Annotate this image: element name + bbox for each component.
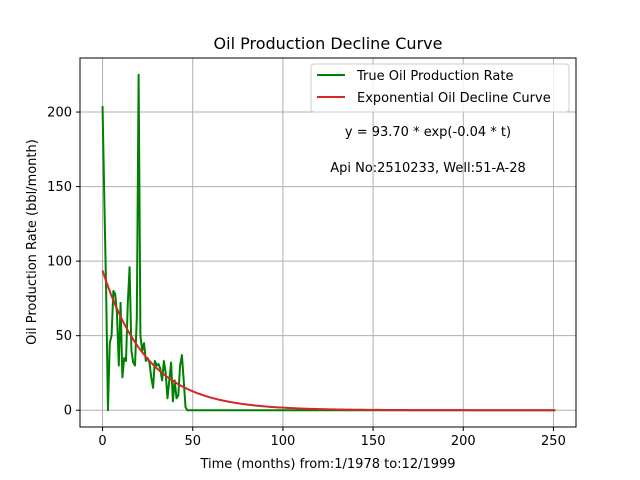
y-tick-label: 100 <box>47 255 72 270</box>
x-tick-label: 250 <box>541 434 566 449</box>
legend-label-exponential-fit: Exponential Oil Decline Curve <box>357 91 551 106</box>
legend: True Oil Production Rate Exponential Oil… <box>310 63 570 113</box>
y-tick-label: 50 <box>55 329 72 344</box>
true-production-line <box>101 73 556 412</box>
series-clip-group <box>101 73 556 412</box>
y-tick-label: 200 <box>47 106 72 121</box>
legend-box <box>310 63 570 113</box>
x-tick-label: 0 <box>98 434 106 449</box>
x-tick-label: 100 <box>270 434 295 449</box>
y-tick-label: 150 <box>47 180 72 195</box>
fit-equation-annotation: y = 93.70 * exp(-0.04 * t) <box>345 125 511 140</box>
x-tick-label: 200 <box>451 434 476 449</box>
y-tick-label: 0 <box>64 404 72 419</box>
well-id-annotation: Api No:2510233, Well:51-A-28 <box>330 161 526 176</box>
plot-frame <box>79 57 577 428</box>
series-group <box>101 73 556 412</box>
legend-label-true-rate: True Oil Production Rate <box>356 69 513 84</box>
chart-title: Oil Production Decline Curve <box>214 34 443 53</box>
x-tick-label: 150 <box>361 434 386 449</box>
x-axis-label: Time (months) from:1/1978 to:12/1999 <box>199 457 455 472</box>
x-tick-label: 50 <box>184 434 201 449</box>
exponential-fit-line <box>101 270 556 412</box>
tick-group: 0 50 100 150 200 250 0 50 100 150 200 <box>47 106 566 449</box>
y-axis-label: Oil Production Rate (bbl/month) <box>25 139 40 345</box>
